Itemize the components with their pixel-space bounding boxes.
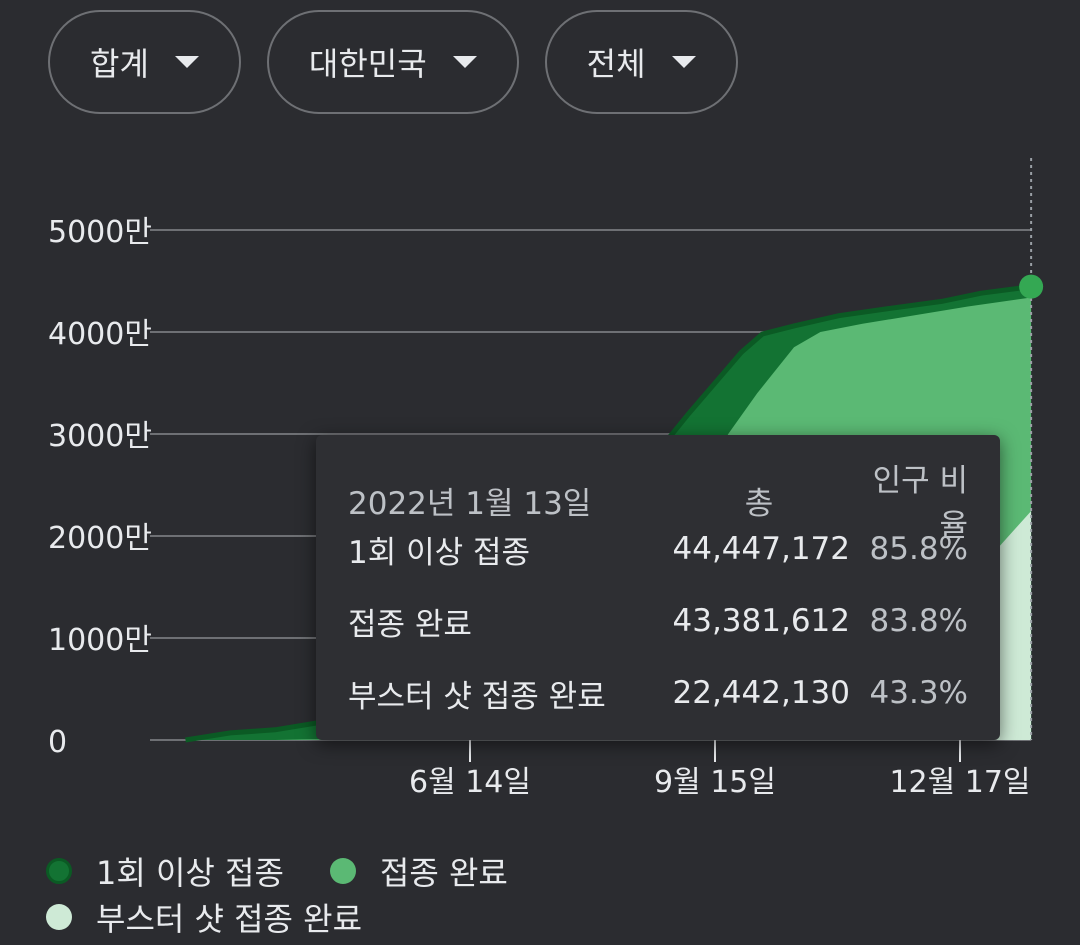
chevron-down-icon xyxy=(671,56,696,68)
chart-tooltip: 2022년 1월 13일 총 인구 비율 1회 이상 접종 44,447,172… xyxy=(316,435,1000,740)
x-tick-label: 12월 17일 xyxy=(889,765,1030,800)
legend-item-fully-vaccinated[interactable]: 접종 완료 xyxy=(329,848,508,894)
legend-row: 1회 이상 접종 접종 완료 xyxy=(46,848,554,894)
x-tick-label: 6월 14일 xyxy=(409,765,531,800)
legend-item-first-dose[interactable]: 1회 이상 접종 xyxy=(46,848,284,894)
legend-label: 접종 완료 xyxy=(379,854,508,892)
legend-swatch xyxy=(329,858,356,884)
filter-bar: 합계 대한민국 전체 xyxy=(48,10,738,114)
y-tick-label: 1000만 xyxy=(48,623,152,658)
chevron-down-icon xyxy=(174,56,199,68)
tooltip-row-fully-vaccinated: 접종 완료 43,381,612 83.8% xyxy=(348,585,968,657)
y-tick-label: 3000만 xyxy=(48,419,152,454)
age-filter-label: 전체 xyxy=(586,45,646,83)
tooltip-row-total: 44,447,172 xyxy=(672,531,851,567)
tooltip-header: 2022년 1월 13일 총 인구 비율 xyxy=(348,455,968,544)
legend-label: 1회 이상 접종 xyxy=(96,854,284,892)
y-tick-label: 2000만 xyxy=(48,521,152,556)
chart-legend: 1회 이상 접종 접종 완료 부스터 샷 접종 완료 xyxy=(46,848,554,940)
legend-row: 부스터 샷 접종 완료 xyxy=(46,894,554,940)
legend-swatch xyxy=(46,858,72,884)
x-tick-label: 9월 15일 xyxy=(654,765,776,800)
tooltip-row-ratio: 85.8% xyxy=(869,531,968,567)
y-tick-label: 4000만 xyxy=(48,317,152,352)
tooltip-row-first-dose: 1회 이상 접종 44,447,172 85.8% xyxy=(348,513,968,585)
chevron-down-icon xyxy=(452,56,477,68)
tooltip-row-label: 1회 이상 접종 xyxy=(348,534,531,571)
tooltip-row-ratio: 83.8% xyxy=(869,603,968,639)
y-tick-label: 5000만 xyxy=(48,215,152,250)
tooltip-row-label: 접종 완료 xyxy=(348,606,472,643)
age-filter-chip[interactable]: 전체 xyxy=(544,10,738,114)
tooltip-row-total: 22,442,130 xyxy=(672,675,851,711)
tooltip-row-booster: 부스터 샷 접종 완료 22,442,130 43.3% xyxy=(348,657,968,729)
legend-swatch xyxy=(46,904,72,930)
tooltip-row-label: 부스터 샷 접종 완료 xyxy=(348,678,606,715)
aggregate-filter-chip[interactable]: 합계 xyxy=(48,10,241,114)
tooltip-total-header: 총 xyxy=(744,485,774,522)
tooltip-row-ratio: 43.3% xyxy=(869,675,968,711)
region-filter-label: 대한민국 xyxy=(308,45,427,83)
legend-label: 부스터 샷 접종 완료 xyxy=(96,900,363,938)
tooltip-ratio-header: 인구 비율 xyxy=(872,463,968,544)
hover-point xyxy=(1019,274,1044,299)
legend-item-booster[interactable]: 부스터 샷 접종 완료 xyxy=(46,894,362,940)
aggregate-filter-label: 합계 xyxy=(90,45,149,83)
tooltip-row-total: 43,381,612 xyxy=(672,603,851,639)
y-tick-label: 0 xyxy=(48,725,67,760)
tooltip-date: 2022년 1월 13일 xyxy=(348,485,592,522)
region-filter-chip[interactable]: 대한민국 xyxy=(266,10,519,114)
